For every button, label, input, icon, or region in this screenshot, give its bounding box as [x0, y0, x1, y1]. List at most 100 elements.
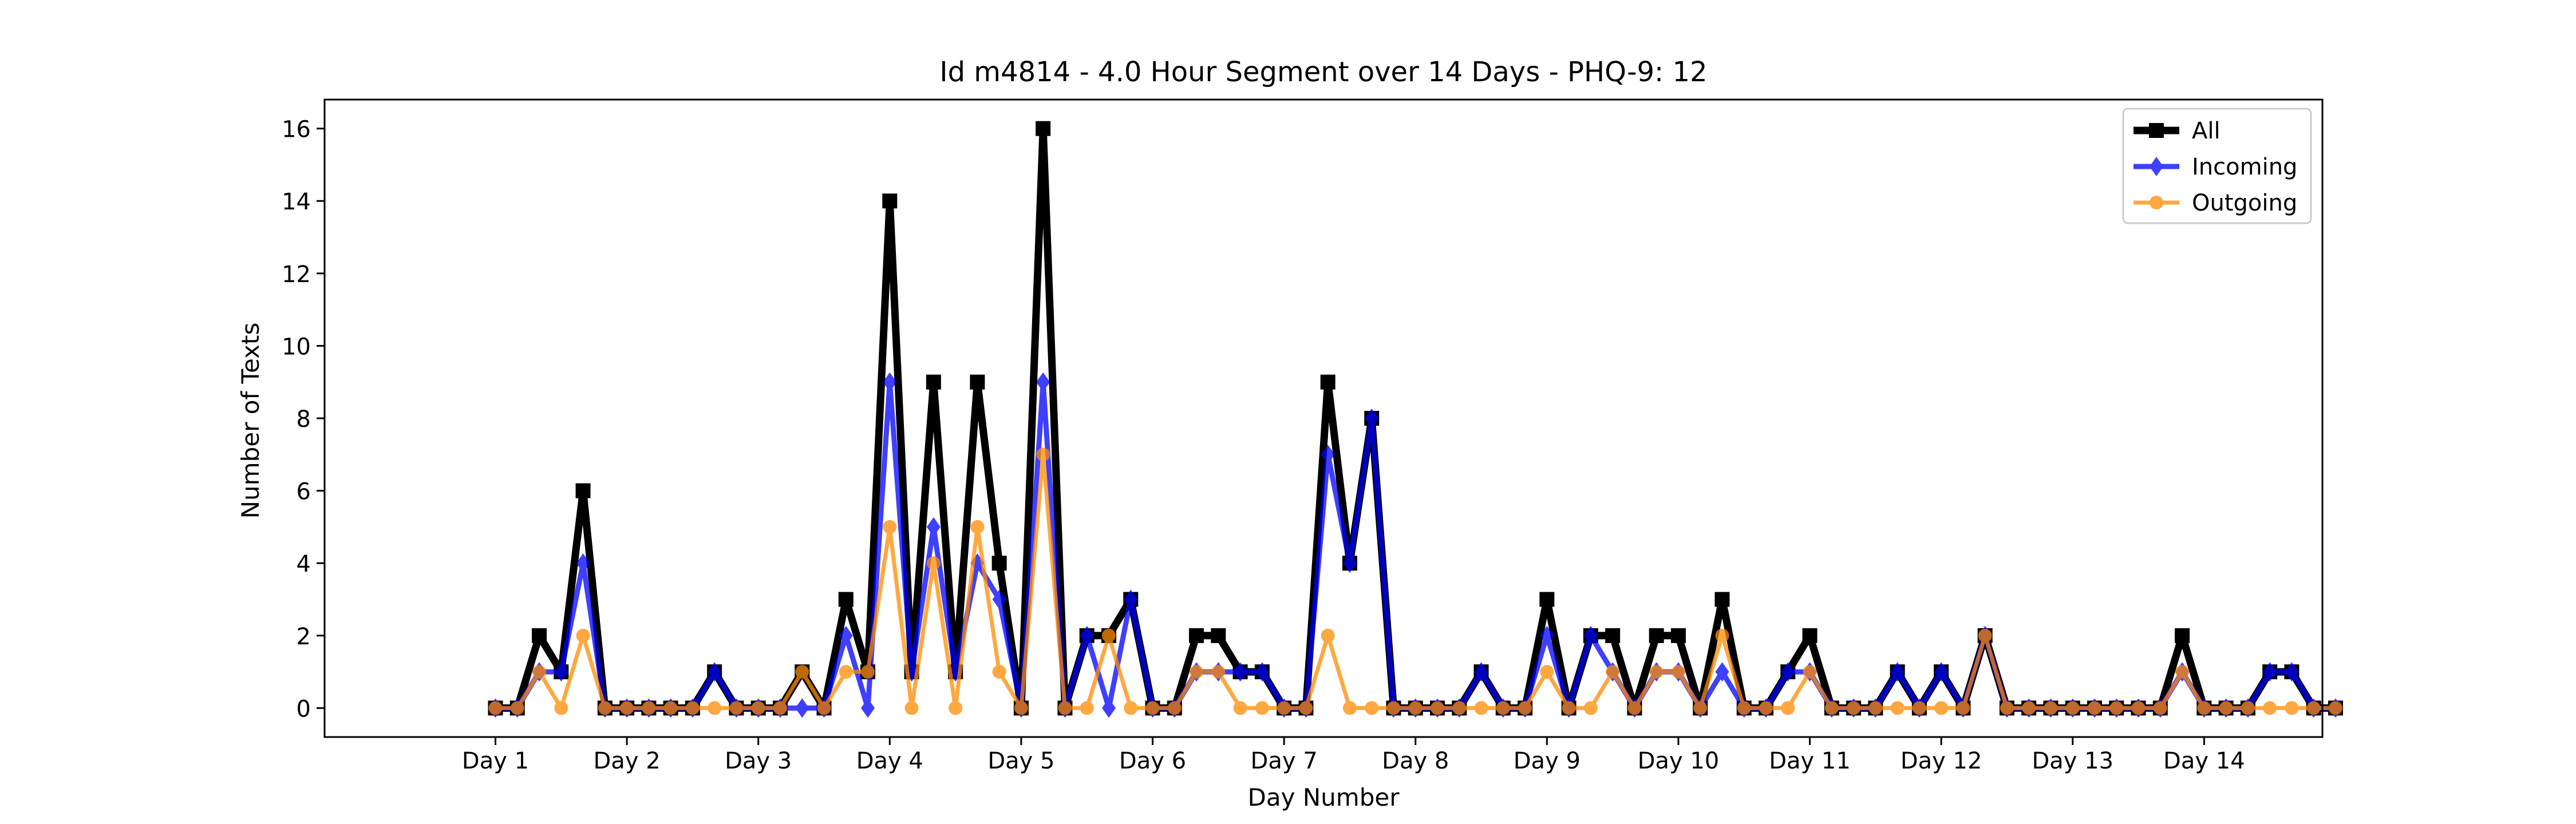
data-point-outgoing	[970, 520, 985, 534]
y-tick-label: 6	[297, 479, 311, 505]
data-point-outgoing	[2285, 701, 2299, 715]
x-tick-label: Day 8	[1382, 748, 1449, 774]
data-point-outgoing	[1101, 628, 1116, 643]
data-point-outgoing	[510, 701, 524, 715]
data-point-outgoing	[1190, 665, 1204, 679]
data-point-all	[1036, 121, 1051, 136]
series-line-all	[495, 125, 2336, 712]
data-point-incoming	[1080, 625, 1094, 645]
data-point-incoming	[576, 553, 590, 573]
data-point-outgoing	[1408, 701, 1423, 715]
data-point-incoming	[1540, 625, 1554, 645]
data-point-outgoing	[1365, 701, 1379, 715]
data-point-outgoing	[2328, 701, 2342, 715]
data-point-outgoing	[992, 665, 1006, 679]
data-point-all	[882, 193, 898, 209]
data-point-outgoing	[2263, 701, 2277, 715]
data-point-outgoing	[1693, 701, 1708, 715]
data-point-outgoing	[2241, 701, 2255, 715]
data-point-incoming	[1715, 662, 1729, 682]
data-point-outgoing	[708, 701, 722, 715]
y-tick-label: 4	[297, 551, 311, 577]
data-point-incoming	[1342, 553, 1357, 573]
data-point-outgoing	[2175, 665, 2190, 679]
data-point-outgoing	[554, 701, 568, 715]
data-point-outgoing	[2219, 701, 2233, 715]
data-point-outgoing	[1562, 701, 1576, 715]
data-point-outgoing	[1145, 701, 1160, 715]
data-point-outgoing	[1803, 665, 1817, 679]
data-point-outgoing	[949, 701, 963, 715]
data-point-incoming	[554, 662, 568, 682]
x-tick-label: Day 9	[1514, 748, 1581, 774]
x-tick-label: Day 2	[594, 748, 661, 774]
data-point-incoming	[1255, 662, 1269, 682]
data-point-all	[1605, 628, 1621, 643]
y-tick-label: 8	[297, 406, 311, 433]
data-point-outgoing	[1496, 701, 1510, 715]
data-point-outgoing	[1124, 701, 1138, 715]
series-line-incoming	[495, 379, 2336, 711]
data-point-all	[1670, 628, 1686, 643]
x-tick-label: Day 6	[1119, 748, 1186, 774]
data-point-outgoing	[1277, 701, 1291, 715]
data-point-outgoing	[620, 701, 634, 715]
data-point-outgoing	[2000, 701, 2014, 715]
data-point-outgoing	[1167, 701, 1182, 715]
data-point-outgoing	[773, 701, 787, 715]
x-tick-label: Day 4	[856, 748, 923, 774]
y-axis-label: Number of Texts	[236, 323, 264, 519]
data-point-outgoing	[1342, 701, 1357, 715]
plot-series	[488, 121, 2343, 718]
data-point-incoming	[1124, 589, 1138, 609]
x-tick-label: Day 7	[1251, 748, 1318, 774]
data-point-all	[926, 374, 941, 390]
data-point-all	[532, 628, 547, 643]
data-point-outgoing	[2022, 701, 2036, 715]
data-point-all	[1539, 592, 1555, 607]
series-line-outgoing	[495, 452, 2336, 710]
data-point-outgoing	[1233, 701, 1247, 715]
data-point-outgoing	[1058, 701, 1072, 715]
data-point-outgoing	[1737, 701, 1751, 715]
data-point-all	[1649, 628, 1664, 643]
data-point-incoming	[861, 698, 875, 718]
data-point-outgoing	[1014, 701, 1028, 715]
data-point-outgoing	[1321, 628, 1335, 643]
legend-item-all	[2134, 123, 2179, 138]
data-point-outgoing	[1452, 701, 1467, 715]
data-point-outgoing	[883, 520, 897, 534]
data-point-outgoing	[2088, 701, 2102, 715]
data-point-outgoing	[1540, 665, 1554, 679]
data-point-outgoing	[532, 665, 547, 679]
data-point-outgoing	[1036, 447, 1050, 462]
data-point-incoming	[2285, 662, 2299, 682]
data-point-outgoing	[926, 556, 941, 571]
data-point-incoming	[1365, 409, 1379, 428]
x-tick-label: Day 5	[987, 748, 1054, 774]
data-point-outgoing	[751, 701, 765, 715]
data-point-incoming	[1934, 662, 1949, 682]
chart-title: Id m4814 - 4.0 Hour Segment over 14 Days…	[939, 56, 1707, 88]
data-point-outgoing	[1868, 701, 1883, 715]
data-point-outgoing	[1474, 701, 1488, 715]
data-point-incoming	[1583, 625, 1598, 645]
data-point-outgoing	[576, 628, 590, 643]
data-point-outgoing	[2197, 701, 2211, 715]
x-tick-label: Day 1	[462, 748, 529, 774]
data-point-all	[1320, 374, 1336, 390]
data-point-all	[1714, 592, 1730, 607]
legend-label: All	[2192, 118, 2221, 144]
data-point-outgoing	[1255, 701, 1269, 715]
legend-marker	[2150, 157, 2163, 176]
x-axis-label: Day Number	[1247, 783, 1400, 811]
data-point-outgoing	[1627, 701, 1642, 715]
data-point-all	[1802, 628, 1818, 643]
data-point-outgoing	[1386, 701, 1401, 715]
data-point-outgoing	[1606, 665, 1620, 679]
data-point-outgoing	[2131, 701, 2146, 715]
x-tick-label: Day 14	[2163, 748, 2245, 774]
data-point-incoming	[1101, 698, 1116, 718]
x-tick-label: Day 11	[1769, 748, 1851, 774]
